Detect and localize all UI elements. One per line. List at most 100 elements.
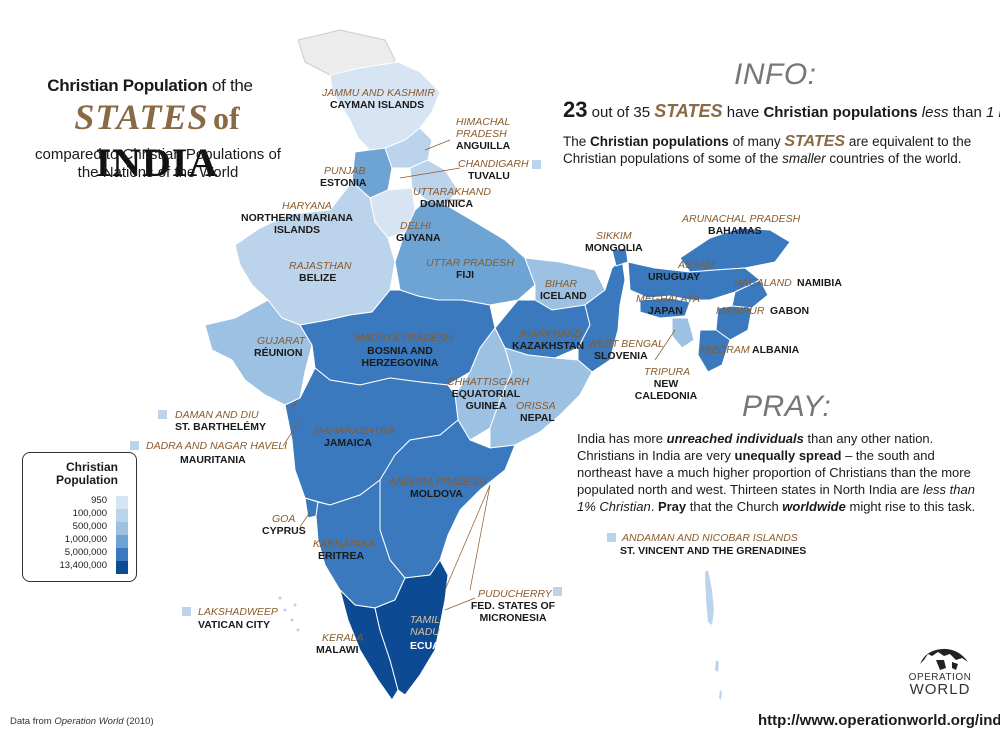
swatch-puducherry — [553, 587, 562, 596]
state-lakshadweep: LAKSHADWEEP — [198, 606, 278, 618]
country-chandigarh: TUVALU — [468, 170, 510, 182]
info-states: STATES — [654, 101, 723, 121]
legend-swatch — [116, 535, 128, 548]
country-arunachal: BAHAMAS — [708, 225, 762, 237]
legend-title-2: Population — [56, 473, 118, 487]
swatch-dadra — [130, 441, 139, 450]
info-p-h: countries of the world. — [829, 151, 962, 166]
state-sikkim: SIKKIM — [596, 230, 632, 242]
title-states: STATES — [74, 97, 209, 137]
globe-logo-icon — [920, 648, 968, 670]
info-p-d: STATES — [784, 133, 846, 150]
state-tamilnadu: TAMIL NADU — [409, 614, 441, 638]
subtitle-line1: compared to Christian Populations of — [35, 146, 281, 163]
state-nagaland: NAGALAND — [734, 277, 792, 289]
info-p-f: Christian populations of some of the — [563, 151, 779, 166]
country-mizoram: ALBANIA — [752, 344, 800, 356]
country-karnataka: ERITREA — [318, 550, 365, 562]
lakshadweep-islands — [278, 596, 300, 632]
title-india: INDIA — [95, 140, 219, 185]
pray-b: unreached individuals — [666, 431, 804, 446]
country-orissa: NEPAL — [520, 412, 555, 424]
pray-h: Pray — [657, 499, 687, 514]
legend-label: 500,000 — [72, 521, 107, 532]
pray-g: . — [650, 499, 655, 514]
region-tamil-nadu — [374, 559, 449, 696]
country-lakshadweep: VATICAN CITY — [198, 619, 270, 631]
country-punjab: ESTONIA — [320, 177, 367, 189]
info-t1: out of 35 — [591, 104, 651, 121]
state-punjab: PUNJAB — [324, 165, 366, 177]
source-a: Data from — [10, 716, 52, 727]
pray-heading: PRAY: — [742, 390, 832, 423]
info-p-a: The — [563, 134, 587, 149]
state-ap: ANDHRA PRADESH — [389, 476, 487, 488]
state-chandigarh: CHANDIGARH — [458, 158, 529, 170]
legend-title-1: Christian — [65, 460, 118, 474]
state-haryana: HARYANA — [282, 200, 332, 212]
state-karnataka: KARNATAKA — [313, 538, 376, 550]
country-sikkim: MONGOLIA — [585, 242, 643, 254]
region-andaman-islands — [705, 570, 722, 700]
state-dadra: DADRA AND NAGAR HAVELI — [146, 440, 288, 452]
title-rest: of the — [211, 76, 253, 95]
pray-d: unequally spread — [734, 448, 842, 463]
state-andaman: ANDAMAN AND NICOBAR ISLANDS — [622, 532, 798, 544]
state-maharashtra: MAHARASHTRA — [314, 425, 395, 437]
state-kerala: KERALA — [322, 632, 364, 644]
country-haryana: NORTHERN MARIANA ISLANDS — [241, 212, 353, 236]
state-manipur: MANIPUR — [716, 305, 765, 317]
title-line2: STATES of INDIA — [22, 98, 292, 191]
state-arunachal: ARUNACHAL PRADESH — [682, 213, 801, 225]
legend-label: 5,000,000 — [64, 547, 107, 558]
legend-label: 13,400,000 — [59, 560, 107, 571]
country-uttarakhand: DOMINICA — [420, 198, 474, 210]
country-gujarat: RÉUNION — [254, 347, 303, 359]
country-tamilnadu: ECUADOR — [410, 640, 464, 652]
state-assam: ASSAM — [678, 259, 715, 271]
info-p-b: Christian populations — [590, 134, 729, 149]
region-west-bengal — [577, 256, 626, 373]
country-wb: SLOVENIA — [594, 350, 648, 362]
info-num: 23 — [563, 97, 588, 122]
state-hp: HIMACHAL PRADESH — [456, 116, 511, 140]
country-dadra: MAURITANIA — [180, 454, 246, 466]
logo-bottom: WORLD — [909, 681, 971, 698]
state-mizoram: MIZORAM — [700, 344, 750, 356]
legend-label: 100,000 — [72, 508, 107, 519]
country-mp: BOSNIA AND HERZEGOVINA — [361, 345, 439, 369]
country-ap: MOLDOVA — [410, 488, 463, 500]
swatch-andaman — [607, 533, 616, 542]
swatch-chandigarh — [532, 160, 541, 169]
country-up: FIJI — [456, 269, 475, 281]
region-uttarakhand — [409, 159, 459, 206]
pray-paragraph: India has more unreached individuals tha… — [577, 430, 987, 515]
info-t2: have — [726, 104, 760, 121]
country-delhi: GUYANA — [396, 232, 441, 244]
region-mizoram — [697, 329, 731, 373]
state-up: UTTAR PRADESH — [426, 257, 514, 269]
country-chhattisgarh: EQUATORIAL GUINEA — [451, 388, 521, 412]
country-jharkhand: KAZAKHSTAN — [512, 340, 585, 352]
swatch-daman — [158, 410, 167, 419]
pray-c: than any other nation. Christians in Ind… — [577, 431, 934, 463]
legend-swatch — [116, 496, 128, 509]
state-daman: DAMAN AND DIU — [175, 409, 259, 421]
source-url-link[interactable]: http://www.operationworld.org/indi — [758, 712, 1000, 729]
info-p-e: are equivalent to the — [848, 134, 972, 149]
region-nagaland — [731, 279, 769, 309]
state-jk: JAMMU AND KASHMIR — [322, 87, 435, 99]
country-bihar: ICELAND — [540, 290, 587, 302]
swatch-lakshadweep — [182, 607, 191, 616]
state-chhattisgarh: CHHATTISGARH — [447, 376, 530, 388]
state-rajasthan: RAJASTHAN — [289, 260, 352, 272]
state-uttarakhand: UTTARAKHAND — [413, 186, 491, 198]
country-assam: URUGUAY — [648, 271, 701, 283]
region-meghalaya — [639, 297, 691, 319]
pray-k: might rise to this task. — [849, 499, 976, 514]
region-himachal — [384, 127, 433, 169]
state-puducherry: PUDUCHERRY — [478, 588, 552, 600]
legend-swatch — [116, 509, 128, 522]
source-c: (2010) — [126, 716, 154, 727]
country-maharashtra: JAMAICA — [324, 437, 372, 449]
